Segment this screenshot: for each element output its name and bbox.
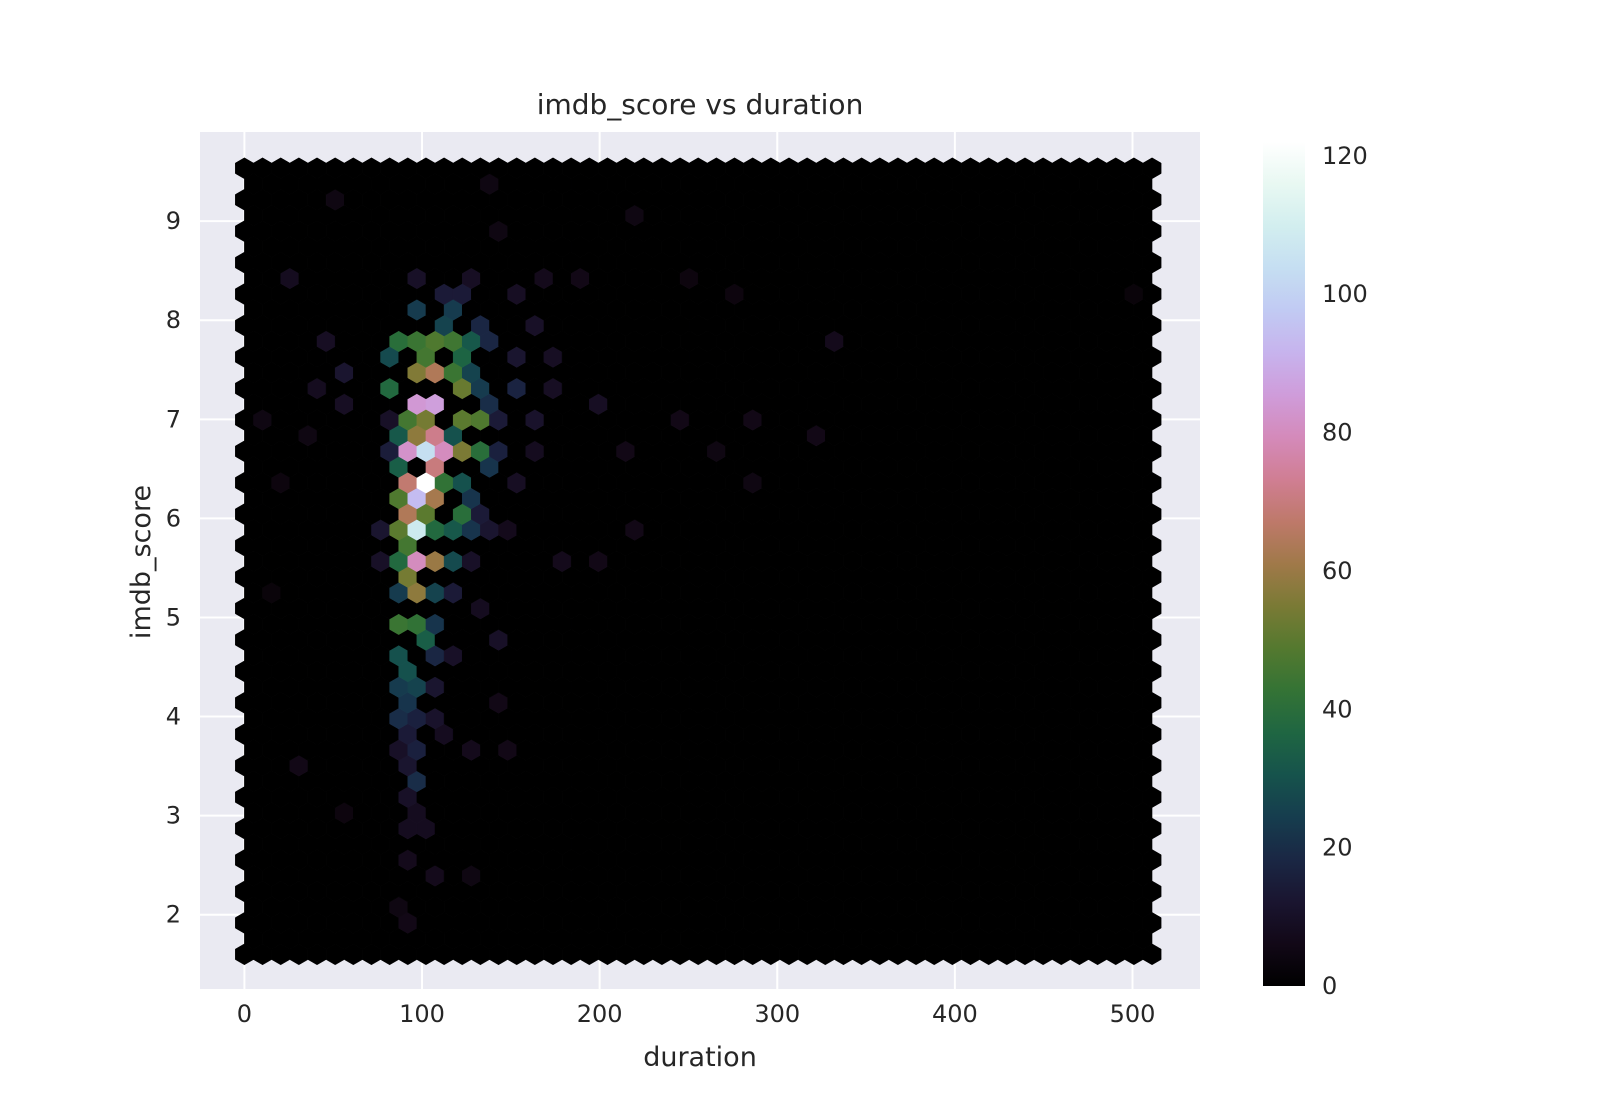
y-tick-label: 4 xyxy=(166,703,181,731)
x-axis-label: duration xyxy=(643,1042,757,1073)
colorbar-tick-label: 20 xyxy=(1322,834,1353,862)
colorbar xyxy=(1263,142,1305,986)
colorbar-tick-label: 40 xyxy=(1322,695,1353,723)
colorbar-tick-label: 0 xyxy=(1322,972,1337,1000)
axis-ticks: 0 100 200 300 400 500 2 3 4 5 6 7 8 9 xyxy=(166,207,1156,1028)
colorbar-ticks: 0 20 40 60 80 100 120 xyxy=(1322,142,1368,1000)
hexbin-cells xyxy=(235,157,1162,966)
y-tick-label: 9 xyxy=(166,207,181,235)
x-tick-label: 400 xyxy=(932,1000,978,1028)
x-tick-label: 100 xyxy=(399,1000,445,1028)
x-tick-label: 0 xyxy=(237,1000,252,1028)
chart-title: imdb_score vs duration xyxy=(537,88,864,121)
y-tick-label: 6 xyxy=(166,504,181,532)
colorbar-tick-label: 100 xyxy=(1322,280,1368,308)
y-tick-label: 8 xyxy=(166,306,181,334)
colorbar-tick-label: 60 xyxy=(1322,557,1353,585)
y-tick-label: 5 xyxy=(166,603,181,631)
x-tick-label: 500 xyxy=(1110,1000,1156,1028)
y-tick-label: 3 xyxy=(166,802,181,830)
y-tick-label: 7 xyxy=(166,405,181,433)
hex-cell xyxy=(1142,157,1162,180)
x-tick-label: 200 xyxy=(577,1000,623,1028)
y-axis-label: imdb_score xyxy=(126,485,157,639)
colorbar-tick-label: 120 xyxy=(1322,142,1368,170)
colorbar-tick-label: 80 xyxy=(1322,419,1353,447)
x-tick-label: 300 xyxy=(754,1000,800,1028)
y-tick-label: 2 xyxy=(166,901,181,929)
